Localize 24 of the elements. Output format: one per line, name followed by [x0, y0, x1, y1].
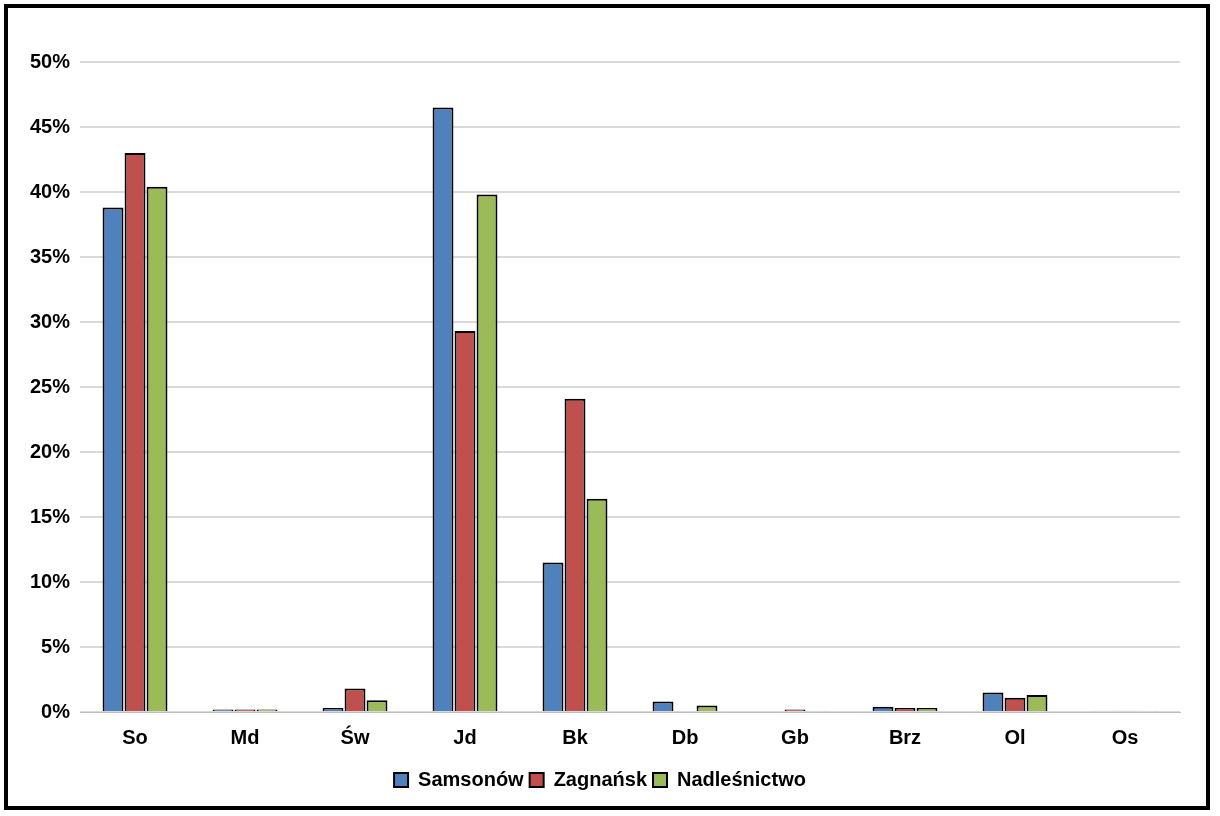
y-tick-label: 40% — [30, 179, 71, 202]
y-tick-label: 50% — [30, 49, 71, 72]
x-tick-label: Gb — [781, 725, 809, 748]
x-tick-label: Bk — [562, 725, 589, 748]
y-tick-label: 5% — [41, 634, 71, 657]
legend-label: Samsonów — [418, 767, 525, 790]
x-tick-label: Jd — [453, 725, 477, 748]
x-tick-label: Św — [340, 724, 370, 748]
y-tick-label: 35% — [30, 244, 71, 267]
x-tick-label: Ol — [1004, 725, 1026, 748]
y-tick-label: 15% — [30, 504, 71, 527]
legend-label: Zagnańsk — [553, 767, 648, 790]
y-tick-label: 20% — [30, 439, 71, 462]
x-tick-label: So — [122, 725, 148, 748]
x-tick-label: Os — [1111, 725, 1139, 748]
x-tick-label: Db — [671, 725, 699, 748]
x-tick-label: Md — [230, 725, 260, 748]
x-tick-label: Brz — [888, 725, 922, 748]
y-tick-label: 25% — [30, 374, 71, 397]
y-tick-label: 30% — [30, 309, 71, 332]
y-tick-label: 10% — [30, 569, 71, 592]
y-tick-label: 0% — [41, 699, 71, 722]
legend-label: Nadleśnictwo — [677, 767, 806, 790]
y-tick-label: 45% — [30, 114, 71, 137]
